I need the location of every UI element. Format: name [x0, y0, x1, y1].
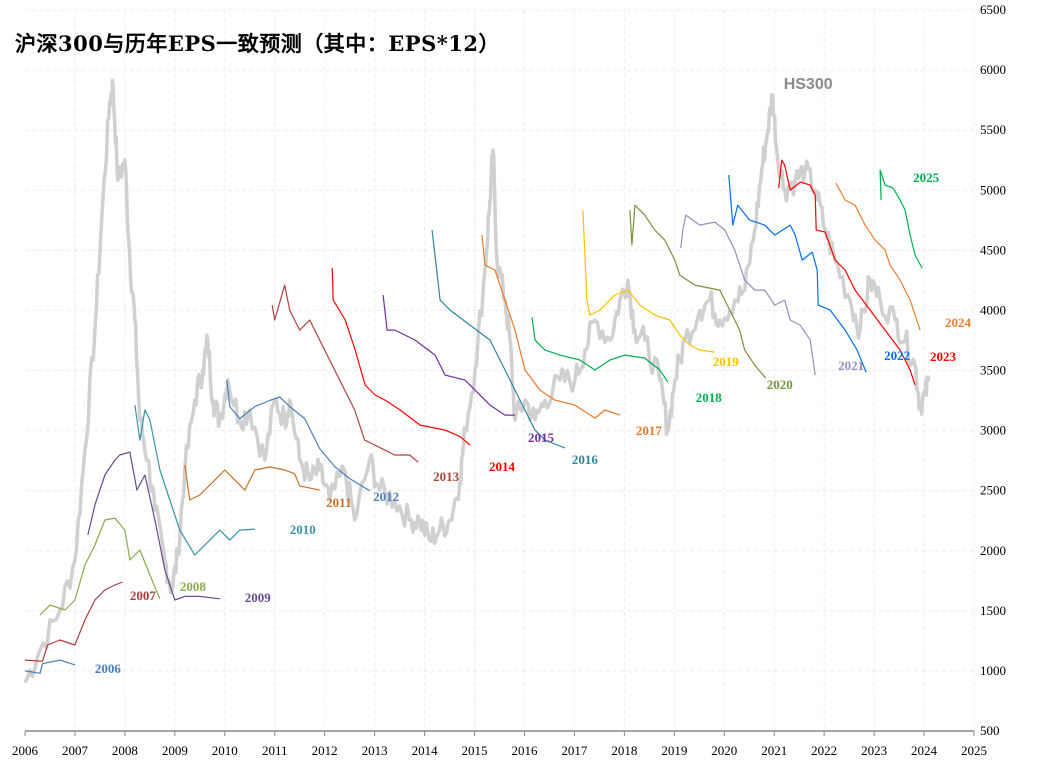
series-label-2024: 2024 [945, 315, 972, 330]
x-tick-label: 2014 [412, 743, 439, 758]
eps-line-2009 [87, 451, 220, 601]
x-tick-label: 2022 [811, 743, 837, 758]
x-tick-label: 2007 [62, 743, 89, 758]
series-label-2006: 2006 [95, 661, 122, 676]
eps-line-2016 [431, 230, 566, 449]
eps-line-2019 [582, 210, 715, 353]
eps-line-2012 [226, 380, 370, 492]
eps-line-2008 [39, 517, 161, 616]
eps-line-2006 [24, 659, 76, 674]
y-tick-label: 4000 [980, 302, 1006, 317]
y-tick-label: 3500 [980, 363, 1006, 378]
eps-line-2020 [629, 204, 767, 379]
series-label-2013: 2013 [433, 469, 460, 484]
x-tick-label: 2018 [611, 743, 637, 758]
series-label-2010: 2010 [290, 522, 316, 537]
y-tick-label: 6500 [980, 2, 1006, 17]
hs300-series [23, 78, 931, 684]
x-tick-label: 2010 [212, 743, 238, 758]
y-tick-label: 5500 [980, 122, 1006, 137]
series-label-2022: 2022 [884, 348, 910, 363]
y-tick-label: 1500 [980, 603, 1006, 618]
eps-line-2010 [134, 405, 255, 556]
hs300-line [23, 78, 931, 684]
x-tick-label: 2015 [462, 743, 488, 758]
x-tick-label: 2012 [312, 743, 338, 758]
eps-line-2023 [778, 159, 916, 386]
series-label-hs300: HS300 [784, 76, 833, 93]
eps-series-group [24, 159, 923, 674]
y-tick-label: 3000 [980, 423, 1006, 438]
x-tick-label: 2013 [362, 743, 388, 758]
y-tick-label: 2000 [980, 543, 1006, 558]
x-tick-label: 2011 [262, 743, 288, 758]
eps-line-2015 [382, 294, 515, 416]
series-label-2017: 2017 [636, 423, 663, 438]
eps-line-2011 [184, 465, 320, 501]
y-tick-label: 5000 [980, 182, 1006, 197]
x-tick-label: 2021 [761, 743, 787, 758]
eps-line-2007 [24, 581, 123, 662]
series-label-2019: 2019 [713, 354, 740, 369]
y-tick-label: 2500 [980, 483, 1006, 498]
x-tick-label: 2008 [112, 743, 138, 758]
series-label-2015: 2015 [528, 430, 555, 445]
x-tick-label: 2025 [961, 743, 987, 758]
x-tick-label: 2009 [162, 743, 188, 758]
eps-line-2013 [271, 284, 419, 463]
eps-line-2014 [331, 268, 471, 446]
eps-line-2024 [835, 182, 921, 331]
y-tick-label: 4500 [980, 242, 1006, 257]
y-tick-label: 500 [980, 723, 1000, 738]
series-label-2025: 2025 [913, 170, 940, 185]
series-label-2014: 2014 [489, 459, 516, 474]
x-tick-label: 2006 [12, 743, 39, 758]
x-tick-label: 2017 [561, 743, 588, 758]
chart-title: 沪深300与历年EPS一致预测（其中：EPS*12） [15, 31, 500, 56]
x-tick-label: 2024 [911, 743, 938, 758]
axes: 2006 2007 2008 2009 2010 2011 2012 2013 2014 2015… [12, 2, 1006, 758]
x-tick-label: 2016 [511, 743, 538, 758]
eps-line-2022 [728, 175, 867, 373]
series-label-2023: 2023 [930, 349, 957, 364]
series-label-2018: 2018 [696, 390, 723, 405]
series-label-2016: 2016 [572, 452, 599, 467]
eps-line-2025 [879, 169, 923, 269]
eps-line-2017 [481, 235, 621, 419]
y-tick-label: 6000 [980, 62, 1006, 77]
series-labels: 2006 2007 2008 2009 2010 2011 2012 2013 2014 2015… [95, 76, 972, 676]
y-tick-label: 1000 [980, 663, 1006, 678]
gridlines [25, 9, 975, 731]
eps-line-2018 [531, 317, 669, 383]
series-label-2012: 2012 [373, 489, 399, 504]
x-tick-label: 2019 [661, 743, 687, 758]
x-tick-label: 2020 [711, 743, 737, 758]
series-label-2008: 2008 [180, 579, 207, 594]
x-tick-label: 2023 [861, 743, 887, 758]
series-label-2011: 2011 [326, 495, 351, 510]
series-label-2021: 2021 [838, 358, 864, 373]
series-label-2007: 2007 [130, 588, 157, 603]
eps-line-2021 [680, 214, 816, 376]
series-label-2009: 2009 [245, 590, 272, 605]
series-label-2020: 2020 [767, 377, 793, 392]
